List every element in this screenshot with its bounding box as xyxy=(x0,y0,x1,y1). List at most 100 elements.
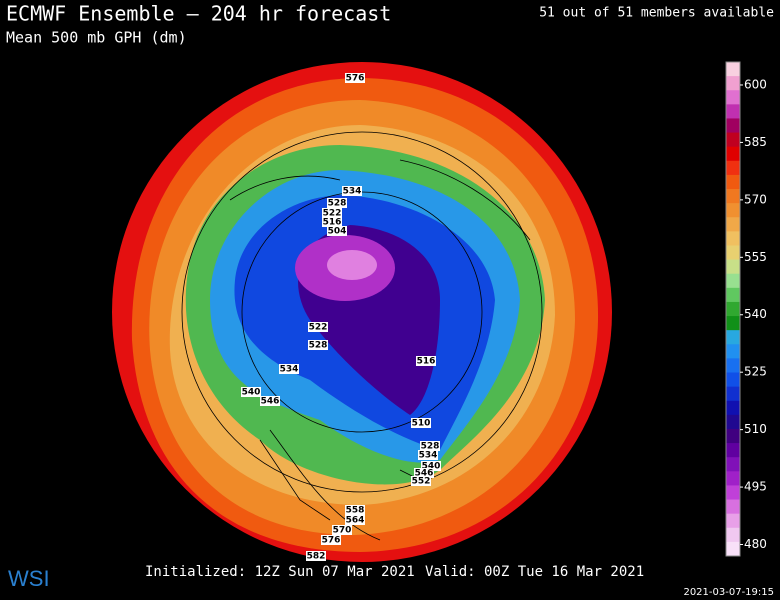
contour-label-bg xyxy=(345,73,365,83)
colorbar-tick-label: 555 xyxy=(744,250,767,264)
contour-label: 528 xyxy=(421,442,440,452)
contour-label-bg xyxy=(420,441,440,451)
contour-label-bg xyxy=(418,450,438,460)
contour-label: 522 xyxy=(309,323,328,333)
colorbar-segment xyxy=(726,273,740,289)
colorbar-tick-label: 570 xyxy=(744,192,767,206)
timestamp: 2021-03-07-19:15 xyxy=(683,587,774,598)
contour-label-bg xyxy=(332,525,352,535)
colorbar-segment xyxy=(726,471,740,486)
contour-label: 540 xyxy=(242,388,261,398)
colorbar-frame xyxy=(725,61,741,557)
contour-label-bg xyxy=(411,418,431,428)
contour-label: 570 xyxy=(333,526,352,536)
contour-label: 534 xyxy=(419,451,438,461)
colorbar-segment xyxy=(726,414,740,430)
contour-label-bg xyxy=(260,396,280,406)
colorbar-tick-label: 540 xyxy=(744,307,767,321)
contour-label: 528 xyxy=(309,341,328,351)
title: ECMWF Ensemble — 204 hr forecast xyxy=(6,2,391,26)
colorbar-segment xyxy=(726,301,740,317)
contour-label: 552 xyxy=(412,477,431,487)
contour-label: 576 xyxy=(322,536,341,546)
colorbar-segment xyxy=(726,527,740,543)
contour-label-bg xyxy=(308,322,328,332)
contour-label: 546 xyxy=(261,397,280,407)
colorbar-segment xyxy=(726,259,740,275)
contour-label-bg xyxy=(414,468,434,478)
colorbar-tick-label: 510 xyxy=(744,422,767,436)
contour-label-bg xyxy=(306,551,326,561)
colorbar-segment xyxy=(726,245,740,261)
valid: Valid: 00Z Tue 16 Mar 2021 xyxy=(425,564,644,580)
contour-label-bg xyxy=(342,186,362,196)
colorbar-segment xyxy=(726,217,740,232)
contour-label-bg xyxy=(411,476,431,486)
contour-label: 540 xyxy=(422,462,441,472)
colorbar-segment xyxy=(726,90,740,105)
contour-label-bg xyxy=(327,198,347,208)
colorbar-segment xyxy=(726,231,740,246)
colorbar-tick-label: 480 xyxy=(744,537,767,551)
contour-label: 534 xyxy=(343,187,362,197)
colorbar-segment xyxy=(726,344,740,359)
logo: WSI xyxy=(8,566,50,591)
contour-label: 522 xyxy=(323,209,342,219)
colorbar-tick-label: 585 xyxy=(744,135,767,149)
colorbar-segment xyxy=(726,485,740,501)
contour-label-bg xyxy=(421,461,441,471)
members: 51 out of 51 members available xyxy=(539,6,774,21)
contour-label-bg xyxy=(321,535,341,545)
colorbar-tick-label: 525 xyxy=(744,365,767,379)
colorbar-segment xyxy=(726,160,740,176)
colorbar-segment xyxy=(726,118,740,134)
colorbar-segment xyxy=(726,76,740,91)
contour-label: 534 xyxy=(280,365,299,375)
colorbar-segment xyxy=(726,499,740,515)
colorbar-segment xyxy=(726,104,740,119)
colorbar-segment xyxy=(726,358,740,374)
colorbar-segment xyxy=(726,146,740,162)
contour-label-bg xyxy=(322,217,342,227)
contour-label-bg xyxy=(279,364,299,374)
contour-label: 516 xyxy=(323,218,342,228)
colorbar-tick-label: 600 xyxy=(744,77,767,91)
contour-label: 510 xyxy=(412,419,431,429)
contour-label: 558 xyxy=(346,506,365,516)
colorbar-segment xyxy=(726,372,740,388)
colorbar-segment xyxy=(726,132,740,148)
colorbar-segment xyxy=(726,443,740,458)
contour-label-bg xyxy=(345,515,365,525)
colorbar-segment xyxy=(726,189,740,204)
colorbar-segment xyxy=(726,330,740,345)
contour-label: 576 xyxy=(346,74,365,84)
colorbar-segment xyxy=(726,203,740,218)
contour-label-bg xyxy=(345,505,365,515)
colorbar-segment xyxy=(726,287,740,303)
contour-label-bg xyxy=(241,387,261,397)
colorbar-segment xyxy=(726,174,740,190)
contour-label: 528 xyxy=(328,199,347,209)
contour-label-bg xyxy=(327,226,347,236)
colorbar-segment xyxy=(726,513,740,529)
colorbar-segment xyxy=(726,541,740,557)
colorbar-segment xyxy=(726,386,740,402)
colorbar-segment xyxy=(726,400,740,416)
contour-label: 504 xyxy=(328,227,347,237)
colorbar-segment xyxy=(726,316,740,331)
initialized: Initialized: 12Z Sun 07 Mar 2021 xyxy=(145,564,415,580)
colorbar-segment xyxy=(726,457,740,472)
contour-label: 546 xyxy=(415,469,434,479)
contour-label: 516 xyxy=(417,357,436,367)
contour-label-bg xyxy=(322,208,342,218)
contour-label-bg xyxy=(416,356,436,366)
colorbar-segment xyxy=(726,428,740,444)
contour-label: 582 xyxy=(307,552,326,562)
colorbar-tick-label: 495 xyxy=(744,480,767,494)
subtitle: Mean 500 mb GPH (dm) xyxy=(6,29,187,47)
contour-label-bg xyxy=(308,340,328,350)
contour-label: 564 xyxy=(346,516,365,526)
colorbar-segment xyxy=(726,62,740,77)
hemisphere-map xyxy=(112,62,612,562)
